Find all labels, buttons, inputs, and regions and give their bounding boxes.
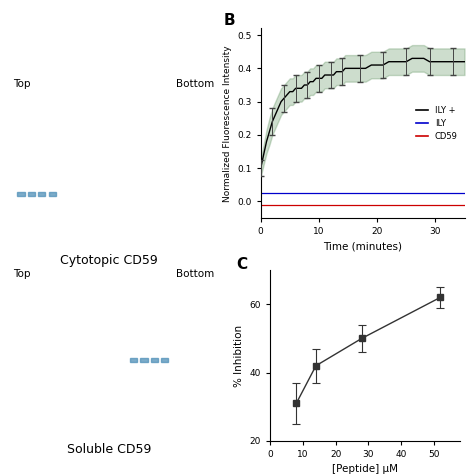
Legend: ILY +, ILY, CD59: ILY +, ILY, CD59 xyxy=(413,103,460,144)
Bar xyxy=(130,358,137,363)
Bar xyxy=(151,358,158,363)
Bar xyxy=(38,192,46,196)
Text: Top: Top xyxy=(13,268,31,279)
Bar xyxy=(140,358,147,363)
Text: B: B xyxy=(224,13,236,28)
Text: Cytotopic CD59: Cytotopic CD59 xyxy=(60,254,158,266)
Text: Top: Top xyxy=(13,79,31,89)
X-axis label: Time (minutes): Time (minutes) xyxy=(323,242,402,252)
Bar xyxy=(27,192,35,196)
Text: C: C xyxy=(236,256,247,272)
Y-axis label: Normalized Fluorescence Intensity: Normalized Fluorescence Intensity xyxy=(223,45,232,201)
Bar xyxy=(161,358,168,363)
Text: Soluble CD59: Soluble CD59 xyxy=(67,443,151,456)
Text: Bottom: Bottom xyxy=(176,268,214,279)
Text: Bottom: Bottom xyxy=(176,79,214,89)
Y-axis label: % Inhibition: % Inhibition xyxy=(234,324,244,387)
X-axis label: [Peptide] μM: [Peptide] μM xyxy=(332,465,398,474)
Bar xyxy=(48,192,56,196)
Bar xyxy=(17,192,25,196)
